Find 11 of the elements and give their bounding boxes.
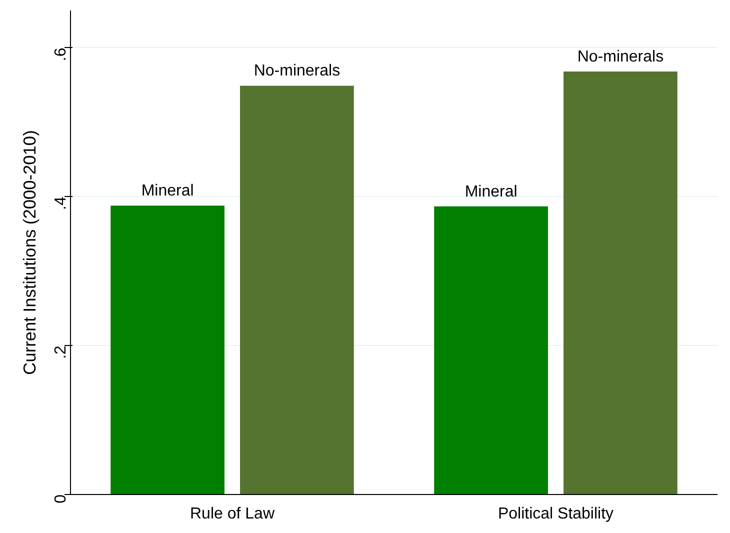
x-tick-label: Political Stability <box>498 506 614 522</box>
series-label: Mineral <box>141 182 194 200</box>
y-tick-label: .2 <box>52 345 70 359</box>
y-tick-label: 0 <box>52 494 70 504</box>
series-label: No-minerals <box>254 62 340 80</box>
text: Mineral <box>464 183 518 200</box>
x-tick-label: Rule of Law <box>190 506 275 522</box>
y-axis-title: Current Institutions (2000-2010) <box>20 130 40 375</box>
text: No-minerals <box>577 48 664 66</box>
y-tick-label: .6 <box>52 48 70 62</box>
y-tick-label: .4 <box>52 196 70 210</box>
